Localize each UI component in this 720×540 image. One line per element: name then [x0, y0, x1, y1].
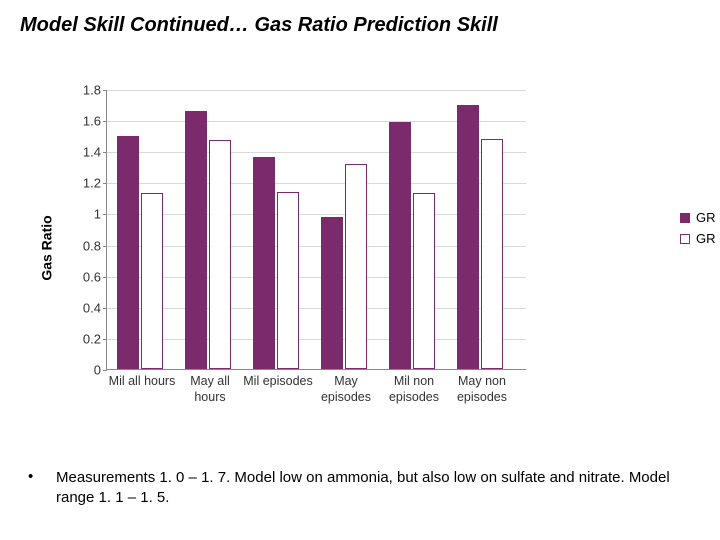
bar-mod [413, 193, 435, 369]
y-tick [103, 152, 107, 153]
bar-group [251, 89, 307, 369]
x-tick-label: May all hours [175, 374, 245, 405]
bar-mod [277, 192, 299, 369]
bar-obs [457, 105, 479, 369]
legend-item: GR (mod) [680, 231, 720, 246]
bar-group [387, 89, 443, 369]
legend-item: GR (obs) [680, 210, 720, 225]
y-tick-label: 0.2 [71, 331, 101, 346]
x-tick-label: May non episodes [447, 374, 517, 405]
bar-mod [141, 193, 163, 369]
gas-ratio-chart: Gas Ratio 00.20.40.60.811.21.41.61.8 GR … [70, 90, 660, 420]
y-tick-label: 0.4 [71, 300, 101, 315]
y-tick-label: 1.2 [71, 176, 101, 191]
y-tick [103, 277, 107, 278]
y-tick-label: 0 [71, 363, 101, 378]
bar-group [455, 89, 511, 369]
bar-mod [209, 140, 231, 369]
slide-title: Model Skill Continued… Gas Ratio Predict… [20, 14, 498, 37]
bar-group [319, 89, 375, 369]
bullet-item: • Measurements 1. 0 – 1. 7. Model low on… [28, 468, 678, 509]
x-tick-label: Mil non episodes [379, 374, 449, 405]
bar-mod [345, 164, 367, 369]
y-tick-label: 1.6 [71, 114, 101, 129]
y-tick [103, 214, 107, 215]
bar-obs [321, 217, 343, 369]
y-tick [103, 246, 107, 247]
bar-obs [117, 136, 139, 369]
x-tick-label: Mil episodes [243, 374, 313, 390]
y-tick [103, 308, 107, 309]
plot-area: 00.20.40.60.811.21.41.61.8 [106, 90, 526, 370]
x-tick-label: May episodes [311, 374, 381, 405]
y-tick [103, 183, 107, 184]
bar-obs [185, 111, 207, 369]
y-axis-label: Gas Ratio [39, 215, 55, 280]
y-tick-label: 0.8 [71, 238, 101, 253]
y-tick-label: 1.4 [71, 145, 101, 160]
bar-group [183, 89, 239, 369]
y-tick [103, 90, 107, 91]
legend-label: GR (mod) [696, 231, 720, 246]
bullet-text: Measurements 1. 0 – 1. 7. Model low on a… [56, 468, 678, 509]
legend-swatch [680, 234, 690, 244]
bullet-marker: • [28, 468, 56, 509]
chart-legend: GR (obs) GR (mod) [680, 210, 720, 252]
bar-obs [389, 122, 411, 369]
y-tick-label: 1 [71, 207, 101, 222]
y-tick [103, 339, 107, 340]
legend-label: GR (obs) [696, 210, 720, 225]
bar-obs [253, 157, 275, 369]
y-tick [103, 121, 107, 122]
y-tick [103, 370, 107, 371]
legend-swatch [680, 213, 690, 223]
y-tick-label: 0.6 [71, 269, 101, 284]
bar-group [115, 89, 171, 369]
y-tick-label: 1.8 [71, 83, 101, 98]
x-tick-label: Mil all hours [107, 374, 177, 390]
bar-mod [481, 139, 503, 369]
